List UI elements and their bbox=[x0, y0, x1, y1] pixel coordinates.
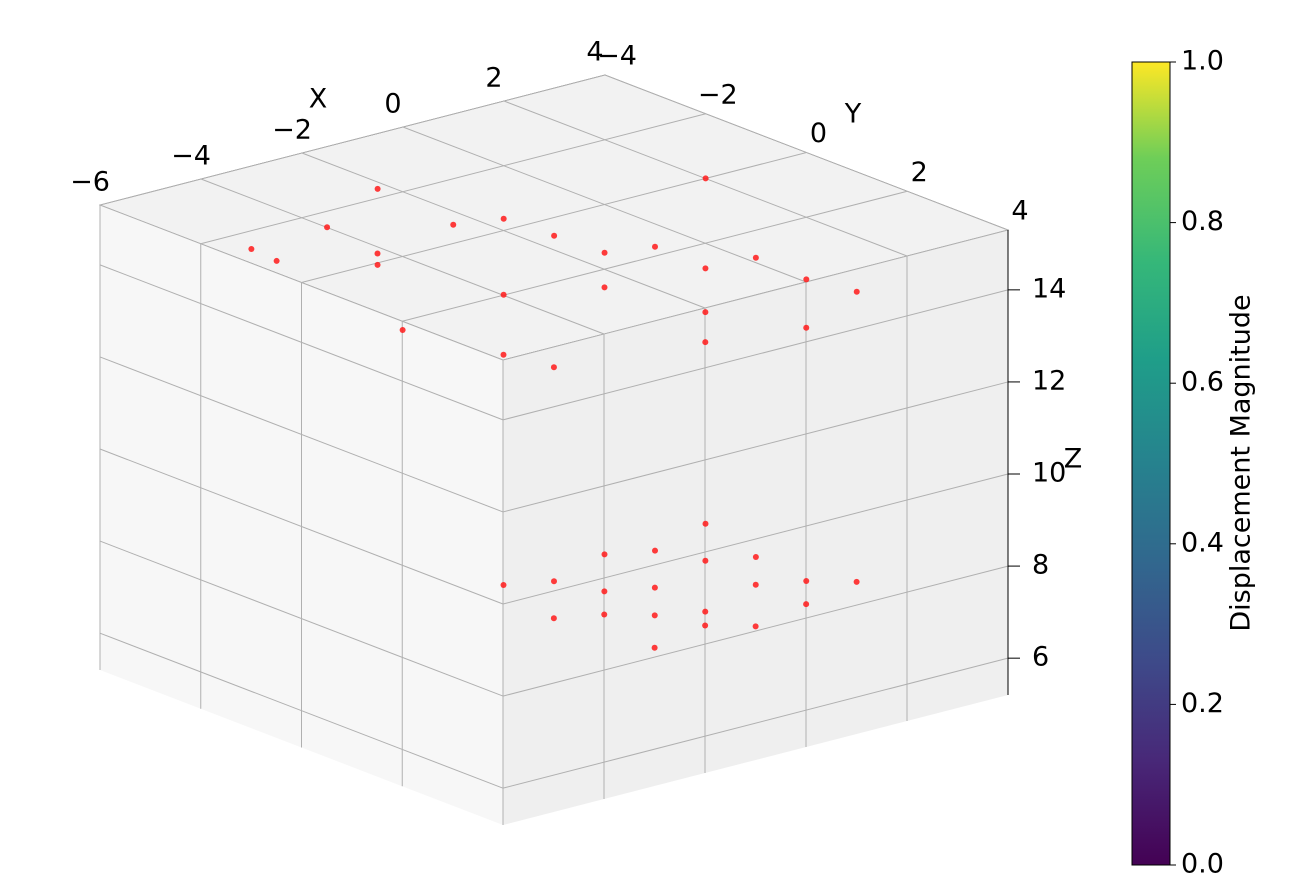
point bbox=[752, 553, 759, 560]
point bbox=[853, 288, 860, 295]
point bbox=[399, 327, 406, 334]
point bbox=[702, 339, 709, 346]
point bbox=[550, 364, 557, 371]
point bbox=[601, 588, 608, 595]
grid-line bbox=[502, 657, 1009, 789]
colorbar-label: Displacement Magnitude bbox=[1226, 294, 1257, 631]
grid-line bbox=[99, 540, 504, 697]
point bbox=[651, 644, 658, 651]
z-tick-label: 12 bbox=[1032, 365, 1066, 396]
colorbar bbox=[1131, 61, 1171, 866]
point bbox=[374, 250, 381, 257]
y-tick-label: 2 bbox=[911, 157, 928, 188]
point bbox=[702, 608, 709, 615]
point bbox=[550, 615, 557, 622]
point bbox=[702, 175, 709, 182]
point bbox=[551, 232, 558, 239]
x-tick-label: −4 bbox=[171, 141, 211, 172]
point bbox=[500, 215, 507, 222]
grid-line bbox=[99, 74, 606, 206]
marks bbox=[248, 175, 860, 651]
x-tick-label: −2 bbox=[272, 115, 312, 146]
grid-line bbox=[99, 264, 504, 421]
grid-line bbox=[502, 565, 1009, 697]
y-tick-label: 4 bbox=[1011, 196, 1028, 227]
point bbox=[601, 551, 608, 558]
point bbox=[500, 351, 507, 358]
grid-line bbox=[502, 289, 1009, 421]
grid-line bbox=[502, 473, 1009, 605]
point bbox=[702, 557, 709, 564]
point bbox=[500, 582, 507, 589]
point bbox=[324, 224, 331, 231]
point bbox=[601, 249, 608, 256]
point bbox=[803, 324, 810, 331]
grid-line bbox=[301, 152, 807, 283]
point bbox=[374, 261, 381, 268]
colorbar-tick-label: 0.2 bbox=[1181, 688, 1224, 719]
point bbox=[273, 257, 280, 264]
grid-line bbox=[502, 229, 1009, 361]
colorbar-tick-label: 1.0 bbox=[1181, 46, 1224, 77]
point bbox=[374, 185, 381, 192]
z-axis-label: Z bbox=[1064, 444, 1083, 475]
y-tick-label: −2 bbox=[698, 79, 738, 110]
point bbox=[248, 246, 255, 253]
right-pane bbox=[503, 230, 1008, 825]
y-tick-label: −4 bbox=[597, 41, 637, 72]
grid-line bbox=[99, 632, 504, 789]
grid-line bbox=[502, 381, 1009, 513]
point bbox=[651, 612, 658, 619]
panes bbox=[99, 74, 1009, 825]
point bbox=[601, 611, 608, 618]
point bbox=[651, 584, 658, 591]
colorbar-tick-label: 0.6 bbox=[1181, 367, 1224, 398]
point bbox=[652, 243, 658, 250]
colorbar-tick-label: 0.8 bbox=[1181, 206, 1224, 237]
y-tick-label: 0 bbox=[810, 118, 827, 149]
point bbox=[652, 547, 658, 554]
z-tick-label: 14 bbox=[1032, 273, 1066, 304]
z-tick-label: 10 bbox=[1032, 458, 1066, 489]
point bbox=[752, 623, 759, 630]
point bbox=[803, 577, 810, 584]
point bbox=[702, 622, 709, 629]
point bbox=[500, 291, 507, 298]
point bbox=[752, 254, 759, 261]
colorbar-tick-label: 0.0 bbox=[1181, 849, 1224, 880]
z-tick-label: 8 bbox=[1032, 550, 1049, 581]
point bbox=[702, 309, 709, 316]
x-tick-label: 0 bbox=[384, 89, 401, 120]
point bbox=[702, 520, 709, 527]
x-axis-label: X bbox=[309, 84, 328, 115]
point bbox=[601, 284, 608, 291]
x-tick-label: 2 bbox=[485, 63, 502, 94]
colorbar-tick-label: 0.4 bbox=[1181, 527, 1224, 558]
z-tick-label: 6 bbox=[1032, 642, 1049, 673]
point bbox=[752, 581, 759, 588]
grid-line bbox=[200, 113, 706, 245]
point bbox=[853, 578, 860, 585]
point bbox=[702, 265, 709, 272]
point bbox=[551, 578, 557, 585]
grid-line bbox=[402, 190, 908, 322]
grid-line bbox=[99, 356, 504, 513]
y-axis-label: Y bbox=[844, 99, 862, 130]
x-tick-label: 4 bbox=[586, 37, 603, 68]
grid-line bbox=[99, 448, 504, 605]
point bbox=[450, 221, 457, 228]
point bbox=[803, 276, 810, 283]
x-tick-label: −6 bbox=[70, 167, 110, 198]
point bbox=[803, 601, 810, 608]
